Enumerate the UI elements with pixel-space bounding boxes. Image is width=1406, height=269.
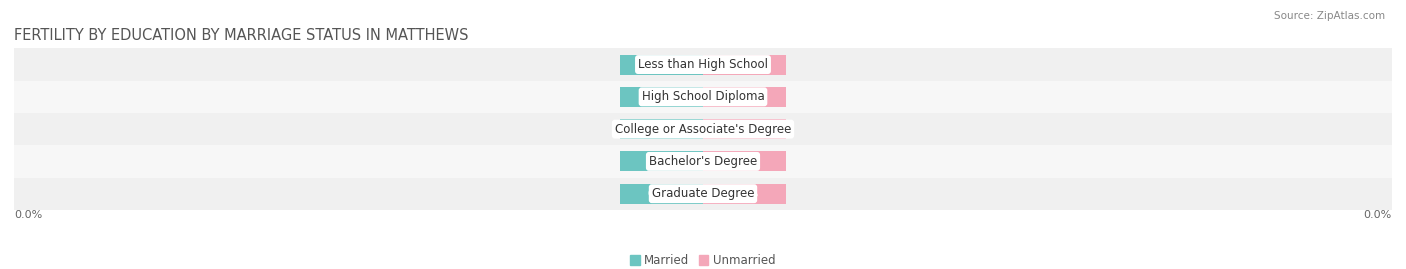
Bar <box>703 151 786 171</box>
Text: 0.0%: 0.0% <box>647 156 676 167</box>
Bar <box>703 119 786 139</box>
Text: 0.0%: 0.0% <box>730 124 759 134</box>
Text: 0.0%: 0.0% <box>730 59 759 70</box>
Text: College or Associate's Degree: College or Associate's Degree <box>614 123 792 136</box>
Bar <box>620 184 703 204</box>
Text: 0.0%: 0.0% <box>730 156 759 167</box>
Bar <box>14 145 1392 178</box>
Text: Graduate Degree: Graduate Degree <box>652 187 754 200</box>
Text: Bachelor's Degree: Bachelor's Degree <box>650 155 756 168</box>
Text: FERTILITY BY EDUCATION BY MARRIAGE STATUS IN MATTHEWS: FERTILITY BY EDUCATION BY MARRIAGE STATU… <box>14 28 468 43</box>
Text: Less than High School: Less than High School <box>638 58 768 71</box>
Text: High School Diploma: High School Diploma <box>641 90 765 103</box>
Bar <box>620 119 703 139</box>
Text: Source: ZipAtlas.com: Source: ZipAtlas.com <box>1274 11 1385 21</box>
Bar <box>703 184 786 204</box>
Text: 0.0%: 0.0% <box>647 189 676 199</box>
Bar <box>14 113 1392 145</box>
Legend: Married, Unmarried: Married, Unmarried <box>626 249 780 269</box>
Bar <box>703 87 786 107</box>
Text: 0.0%: 0.0% <box>1364 210 1392 220</box>
Text: 0.0%: 0.0% <box>647 92 676 102</box>
Bar <box>620 87 703 107</box>
Text: 0.0%: 0.0% <box>730 189 759 199</box>
Text: 0.0%: 0.0% <box>647 124 676 134</box>
Bar <box>620 151 703 171</box>
Bar <box>14 81 1392 113</box>
Bar <box>14 178 1392 210</box>
Bar <box>620 55 703 75</box>
Text: 0.0%: 0.0% <box>647 59 676 70</box>
Bar <box>703 55 786 75</box>
Bar <box>14 48 1392 81</box>
Text: 0.0%: 0.0% <box>730 92 759 102</box>
Text: 0.0%: 0.0% <box>14 210 42 220</box>
